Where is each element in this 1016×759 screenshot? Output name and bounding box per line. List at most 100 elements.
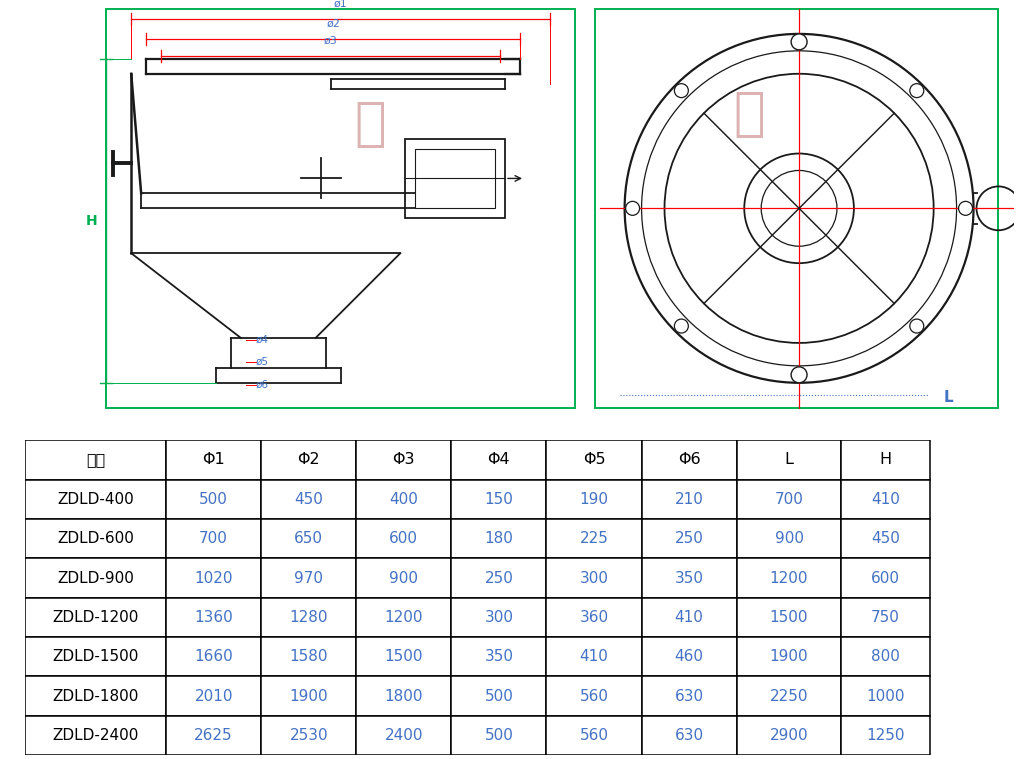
- Text: L: L: [944, 390, 953, 405]
- Text: 500: 500: [199, 492, 228, 507]
- Bar: [547, 480, 641, 519]
- Bar: [547, 716, 641, 755]
- Bar: [166, 480, 261, 519]
- Bar: [841, 559, 930, 598]
- Bar: [166, 716, 261, 755]
- Bar: [594, 9, 999, 408]
- Bar: [405, 139, 505, 219]
- Text: Φ2: Φ2: [298, 452, 320, 468]
- Text: 150: 150: [485, 492, 513, 507]
- Bar: [737, 480, 841, 519]
- Bar: [357, 716, 451, 755]
- Circle shape: [792, 368, 806, 382]
- Bar: [737, 559, 841, 598]
- Bar: [416, 149, 495, 208]
- Text: ZDLD-900: ZDLD-900: [57, 571, 134, 585]
- Text: ZDLD-2400: ZDLD-2400: [53, 728, 139, 743]
- Text: 300: 300: [485, 610, 513, 625]
- Text: 600: 600: [871, 571, 900, 585]
- Bar: [166, 637, 261, 676]
- Text: 1200: 1200: [770, 571, 809, 585]
- Text: 型号: 型号: [86, 452, 106, 468]
- Text: ø4: ø4: [256, 335, 269, 345]
- Text: 300: 300: [579, 571, 609, 585]
- Text: 250: 250: [675, 531, 703, 546]
- Circle shape: [909, 319, 924, 333]
- Bar: [357, 598, 451, 637]
- Text: 360: 360: [579, 610, 609, 625]
- Bar: [547, 676, 641, 716]
- Bar: [261, 676, 357, 716]
- Text: H: H: [85, 214, 98, 228]
- Bar: [451, 440, 547, 480]
- Text: 225: 225: [579, 531, 609, 546]
- Text: 1000: 1000: [867, 688, 905, 704]
- Bar: [25, 519, 166, 559]
- Bar: [547, 519, 641, 559]
- Text: 180: 180: [485, 531, 513, 546]
- Bar: [166, 598, 261, 637]
- Bar: [547, 559, 641, 598]
- Bar: [166, 440, 261, 480]
- Text: Φ4: Φ4: [488, 452, 510, 468]
- Text: 970: 970: [295, 571, 323, 585]
- Text: 1280: 1280: [290, 610, 328, 625]
- Text: 350: 350: [485, 649, 513, 664]
- Bar: [451, 716, 547, 755]
- Circle shape: [626, 201, 640, 216]
- Text: 2010: 2010: [194, 688, 233, 704]
- Bar: [261, 637, 357, 676]
- Text: ø5: ø5: [256, 357, 269, 367]
- Bar: [357, 637, 451, 676]
- Bar: [737, 676, 841, 716]
- Text: 630: 630: [675, 688, 704, 704]
- Text: 450: 450: [295, 492, 323, 507]
- Bar: [737, 637, 841, 676]
- Text: Φ1: Φ1: [202, 452, 225, 468]
- Text: 1020: 1020: [194, 571, 233, 585]
- Bar: [451, 519, 547, 559]
- Text: 2250: 2250: [770, 688, 809, 704]
- Bar: [451, 637, 547, 676]
- Text: Φ5: Φ5: [582, 452, 606, 468]
- Bar: [166, 676, 261, 716]
- Bar: [841, 676, 930, 716]
- Bar: [261, 559, 357, 598]
- Circle shape: [791, 34, 807, 50]
- Bar: [166, 559, 261, 598]
- Bar: [357, 559, 451, 598]
- Bar: [641, 716, 737, 755]
- Bar: [841, 519, 930, 559]
- Text: 560: 560: [579, 728, 609, 743]
- Text: 900: 900: [389, 571, 419, 585]
- Text: ø2: ø2: [326, 19, 340, 29]
- Bar: [641, 559, 737, 598]
- Bar: [451, 676, 547, 716]
- Text: 500: 500: [485, 728, 513, 743]
- Bar: [166, 519, 261, 559]
- Text: ø6: ø6: [256, 380, 269, 390]
- Bar: [357, 440, 451, 480]
- Text: 350: 350: [675, 571, 703, 585]
- Bar: [261, 716, 357, 755]
- Text: 410: 410: [579, 649, 609, 664]
- Bar: [641, 637, 737, 676]
- Bar: [841, 480, 930, 519]
- Bar: [357, 480, 451, 519]
- Text: ZDLD-600: ZDLD-600: [57, 531, 134, 546]
- Text: Φ6: Φ6: [678, 452, 700, 468]
- Bar: [641, 440, 737, 480]
- Bar: [547, 440, 641, 480]
- Bar: [261, 440, 357, 480]
- Text: ø1: ø1: [333, 0, 347, 9]
- Text: 400: 400: [389, 492, 419, 507]
- Bar: [261, 480, 357, 519]
- Bar: [25, 559, 166, 598]
- Bar: [547, 637, 641, 676]
- Bar: [547, 598, 641, 637]
- Bar: [641, 676, 737, 716]
- Text: 2625: 2625: [194, 728, 233, 743]
- Text: 410: 410: [675, 610, 703, 625]
- Text: ZDLD-400: ZDLD-400: [57, 492, 134, 507]
- Text: 250: 250: [485, 571, 513, 585]
